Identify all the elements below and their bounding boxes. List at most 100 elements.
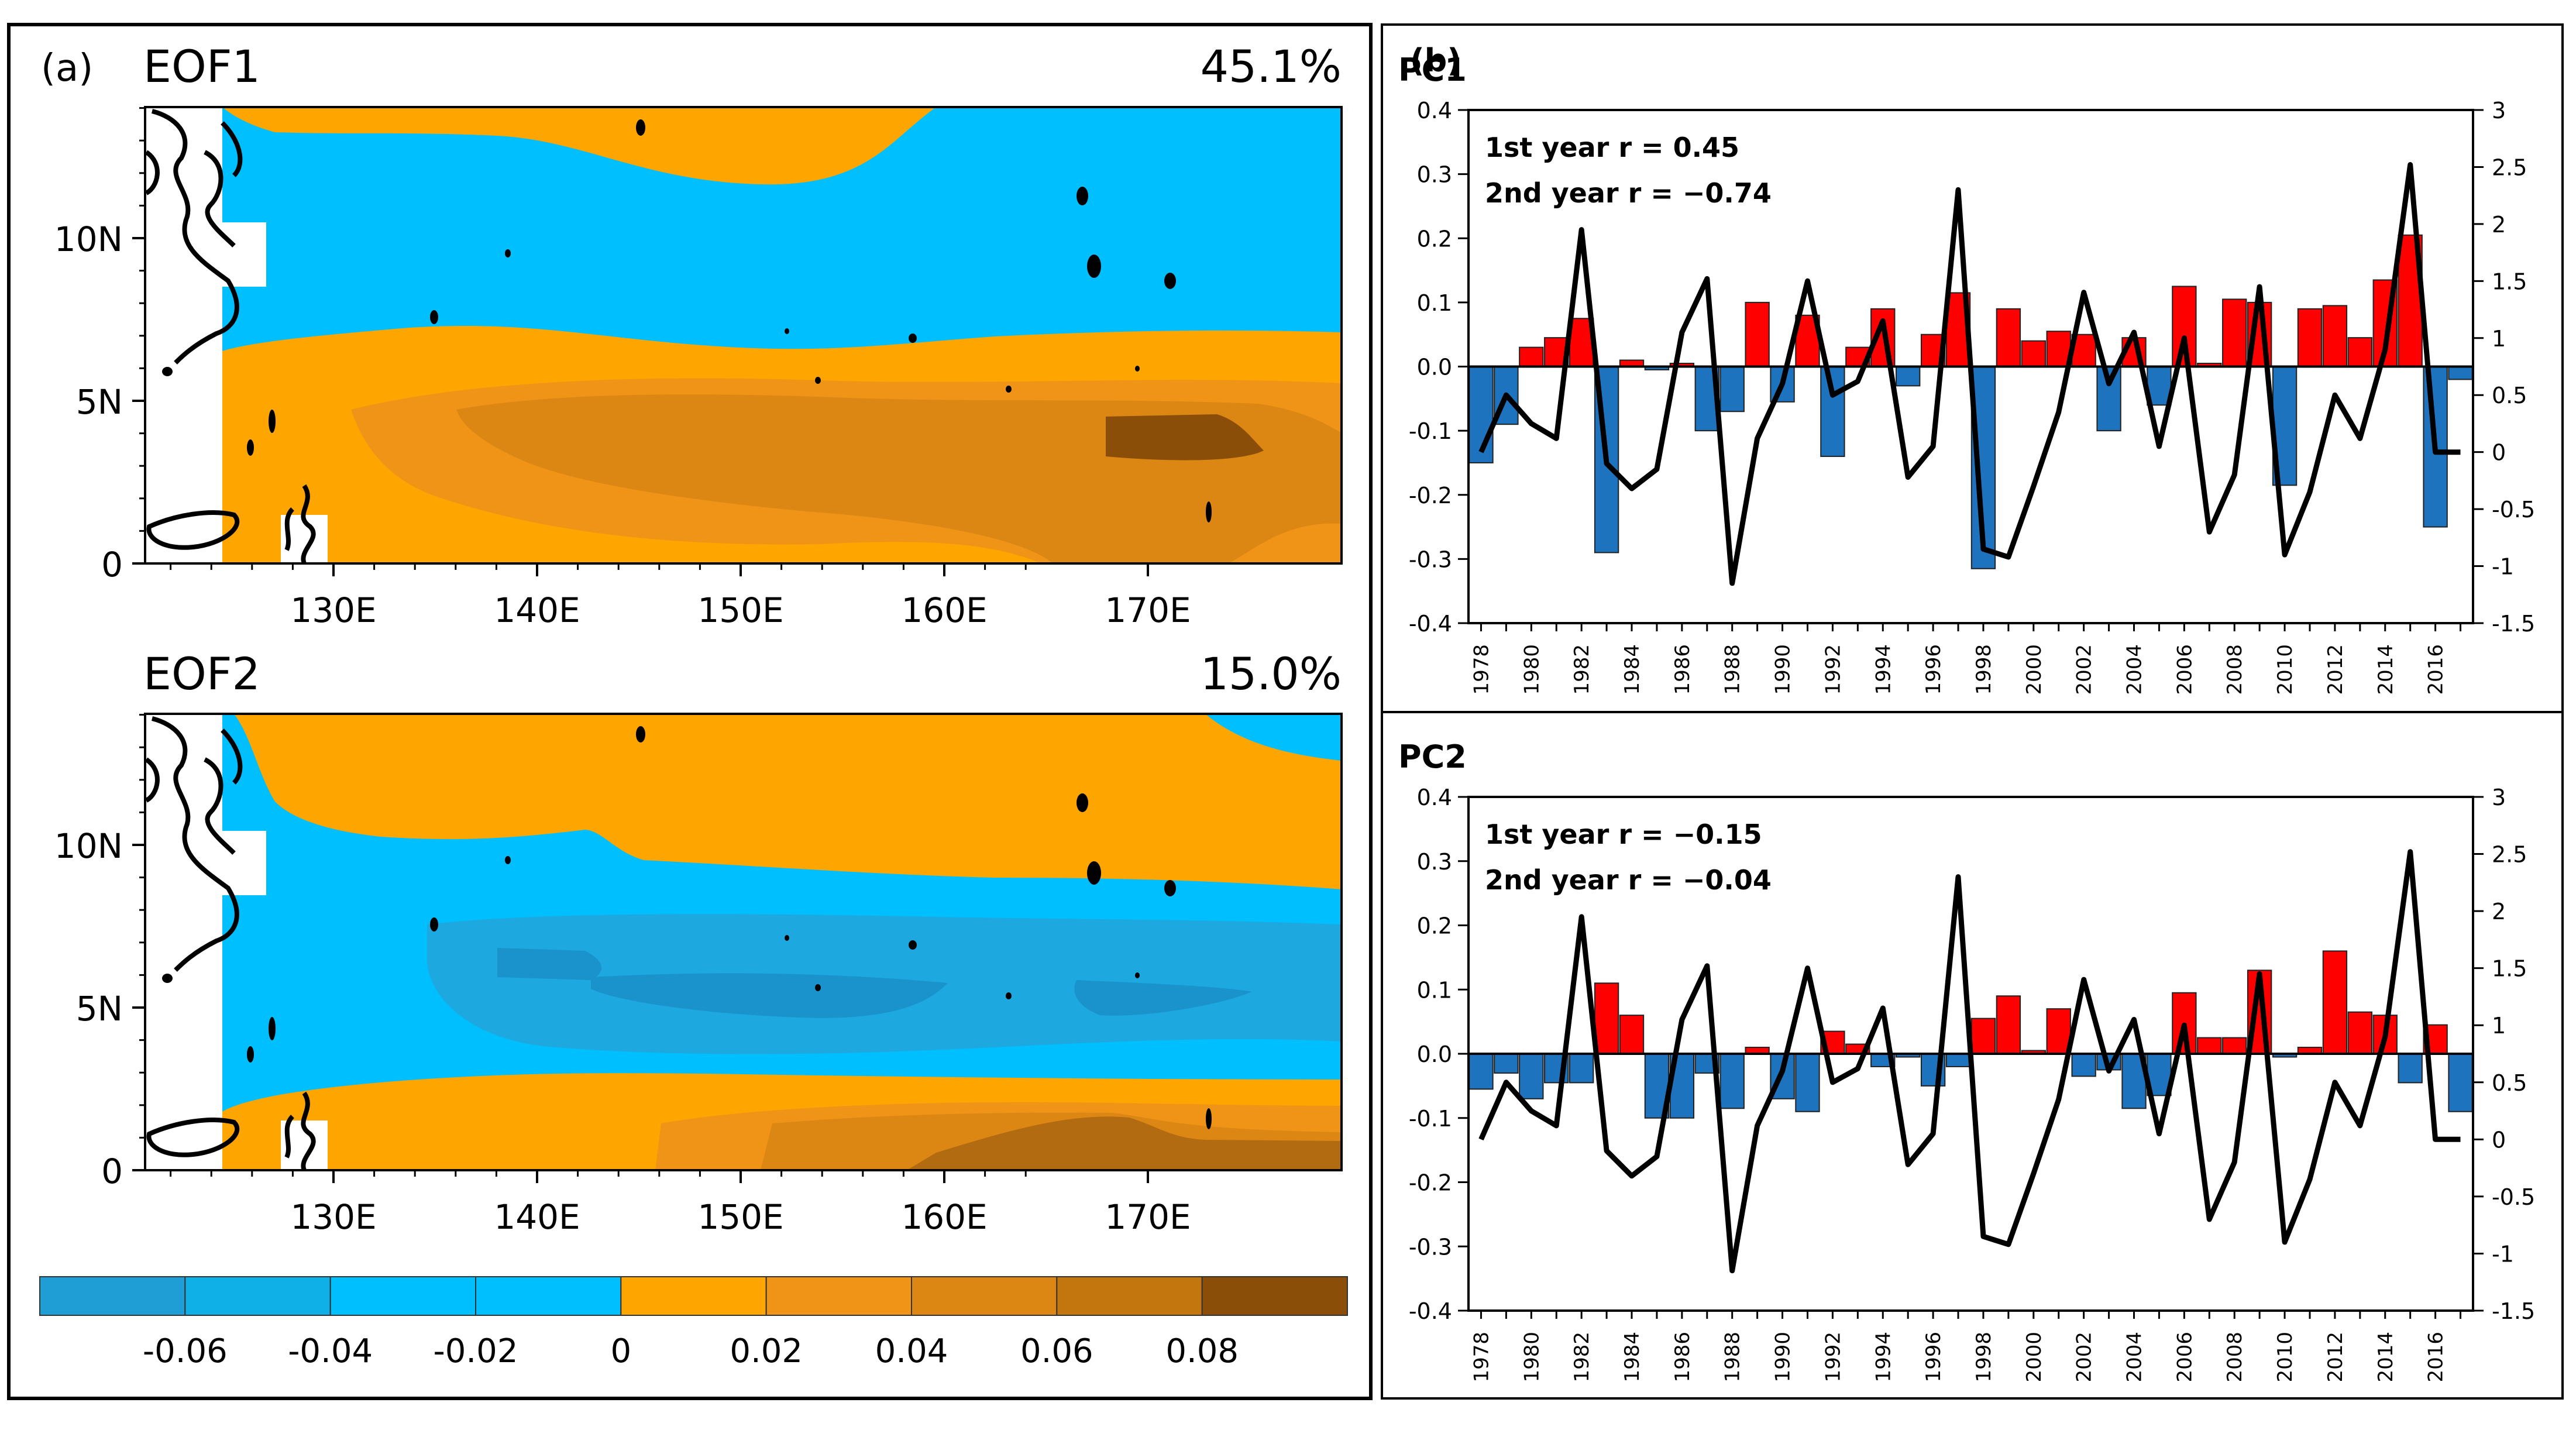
pc2-x-tick-label: 1990: [1772, 1332, 1795, 1383]
pc1-x-tick-label: 2012: [2324, 644, 2347, 695]
pc1-x-tick-label: 1998: [1972, 644, 1996, 695]
pc1-x-tick-label: 1980: [1520, 644, 1543, 695]
pc2-bar: [2398, 1053, 2423, 1084]
pc2-left-tick-label: 0.1: [1417, 977, 1452, 1003]
eof1-contours: [145, 107, 1342, 563]
pc2-bar: [1468, 1053, 1494, 1090]
pc1-x-tick-label: 2010: [2274, 644, 2297, 695]
eof2-title: EOF2: [143, 648, 260, 700]
eof1-lon-label: 150E: [697, 590, 783, 630]
colorbar-label: 0.02: [730, 1332, 803, 1370]
colorbar-label: -0.04: [288, 1332, 373, 1370]
pc1-right-tick-label: 2: [2492, 212, 2506, 238]
pc1-title: PC1: [1398, 51, 1467, 88]
pc2-x-tick-label: 1978: [1470, 1332, 1493, 1383]
colorbar-label: 0.04: [875, 1332, 948, 1370]
pc1-left-tick-label: 0.1: [1417, 290, 1452, 316]
pc2-left-tick-label: -0.3: [1409, 1234, 1452, 1260]
pc2-bar: [2046, 1008, 2071, 1055]
colorbar-swatch: [765, 1276, 912, 1316]
pc2-x-tick-label: 1996: [1922, 1332, 1945, 1383]
pc1-right-tick-label: 3: [2492, 98, 2506, 123]
eof2-axes: 0 5N 10N 130E 140E 150E 160E 170E: [54, 714, 1191, 1237]
eof2-negative-level3c: [1074, 980, 1252, 1016]
pc2-right-tick-label: -1.5: [2492, 1298, 2535, 1324]
pc2-right-tick-label: 3: [2492, 785, 2506, 810]
eof2-negative-level3b: [591, 973, 948, 1018]
eof2-islands: [162, 726, 1212, 1129]
pc2-bar: [2347, 1011, 2373, 1054]
eof1-lat-label: 0: [101, 545, 123, 585]
pc1-x-tick-label: 2002: [2073, 644, 2096, 695]
eof1-lon-label: 170E: [1105, 590, 1191, 630]
pc1-left-tick-label: 0.4: [1417, 98, 1452, 123]
pc1-x-tick-label: 2014: [2374, 644, 2398, 695]
pc2-x-tick-label: 2006: [2173, 1332, 2196, 1383]
pc2-bar: [1945, 1053, 1971, 1067]
eof1-lon-label: 130E: [290, 590, 376, 630]
eof1-lon-label: 140E: [494, 590, 580, 630]
pc1-left-tick-label: 0.0: [1417, 355, 1452, 380]
pc2-bar: [1519, 1053, 1544, 1099]
eof1-lat-label: 5N: [76, 382, 123, 422]
pc1-x-tick-label: 2006: [2173, 644, 2196, 695]
pc1-annotation: 1st year r = 0.45: [1485, 132, 1739, 163]
colorbar-label: -0.02: [434, 1332, 518, 1370]
pc1-left-tick-label: -0.3: [1409, 546, 1452, 572]
pc1-x-tick-label: 1990: [1772, 644, 1795, 695]
pc1-bar: [1745, 301, 1770, 367]
eof2-map: EOF2 15.0%: [54, 648, 1343, 1237]
pc2-left-tick-label: 0.2: [1417, 913, 1452, 939]
pc2-title: PC2: [1398, 738, 1467, 775]
pc2-left-tick-label: 0.3: [1417, 849, 1452, 875]
pc1-x-tick-label: 1992: [1821, 644, 1845, 695]
pc1-chart: PC1 -0.4 -0.3 -0.2 -0.1 0.0 0.1 0.2 0.3 0.4 -1.5 -1…: [1398, 51, 2535, 695]
pc1-right-tick-label: -1: [2492, 554, 2514, 580]
pc1-bar: [2448, 366, 2473, 380]
eof1-axes: 0 5N 10N 130E 140E 150E 160E 170E: [54, 107, 1191, 630]
pc2-right-tick-label: 1: [2492, 1013, 2506, 1039]
pc2-annotation: 2nd year r = −0.04: [1485, 864, 1772, 896]
panel-a-label: (a): [41, 47, 93, 90]
pc2-chart: PC2 -0.4 -0.3 -0.2 -0.1 0.0 0.1 0.2 0.3 0.4 -1.5 -1…: [1398, 738, 2535, 1383]
pc2-bar: [2322, 950, 2348, 1055]
pc2-x-tick-label: 1984: [1621, 1332, 1644, 1383]
pc2-x-tick-label: 1992: [1821, 1332, 1845, 1383]
eof1-variance: 45.1%: [1201, 40, 1342, 92]
pc2-right-tick-label: -1: [2492, 1241, 2514, 1267]
eof2-lon-label: 130E: [290, 1197, 376, 1237]
pc2-x-tick-label: 1994: [1872, 1332, 1895, 1383]
pc1-bar: [2046, 331, 2071, 367]
pc1-bar: [2347, 337, 2373, 367]
pc2-x-tick-label: 1982: [1570, 1332, 1594, 1383]
colorbar-swatch: [184, 1276, 331, 1316]
colorbar-swatch: [475, 1276, 622, 1316]
eof1-north-positive-region: [222, 107, 936, 185]
eof2-north-positive-region: [234, 714, 1342, 889]
colorbar-swatch: [1056, 1276, 1203, 1316]
pc2-x-tick-label: 1988: [1721, 1332, 1745, 1383]
pc1-right-tick-label: -1.5: [2492, 611, 2535, 637]
pc2-bar: [1996, 995, 2021, 1054]
pc2-annotation: 1st year r = −0.15: [1485, 819, 1762, 850]
pc1-left-tick-label: 0.3: [1417, 162, 1452, 188]
pc1-x-tick-label: 1996: [1922, 644, 1945, 695]
pc2-right-tick-label: 0.5: [2492, 1070, 2527, 1096]
colorbar-swatch: [329, 1276, 477, 1316]
pc1-x-tick-label: 2000: [2023, 644, 2046, 695]
colorbar-swatch: [1201, 1276, 1349, 1316]
pc2-bar: [1970, 1018, 1996, 1054]
pc1-bar: [1820, 366, 1845, 457]
eof1-lon-label: 160E: [901, 590, 987, 630]
pc2-right-tick-label: 1.5: [2492, 956, 2527, 982]
pc1-bar: [2021, 340, 2046, 367]
pc2-right-tick-label: 2.5: [2492, 842, 2527, 868]
colorbar: -0.06 -0.04 -0.02 0 0.02 0.04 0.06 0.08: [39, 1276, 1349, 1370]
pc2-index-line: [1478, 849, 2461, 1274]
pc1-x-tick-label: 1982: [1570, 644, 1594, 695]
pc2-left-tick-label: -0.1: [1409, 1106, 1452, 1132]
pc1-right-tick-label: -0.5: [2492, 497, 2535, 522]
eof2-lon-label: 140E: [494, 1197, 580, 1237]
panel-a-eof-maps: (a) EOF1 45.1%: [7, 23, 1373, 1400]
